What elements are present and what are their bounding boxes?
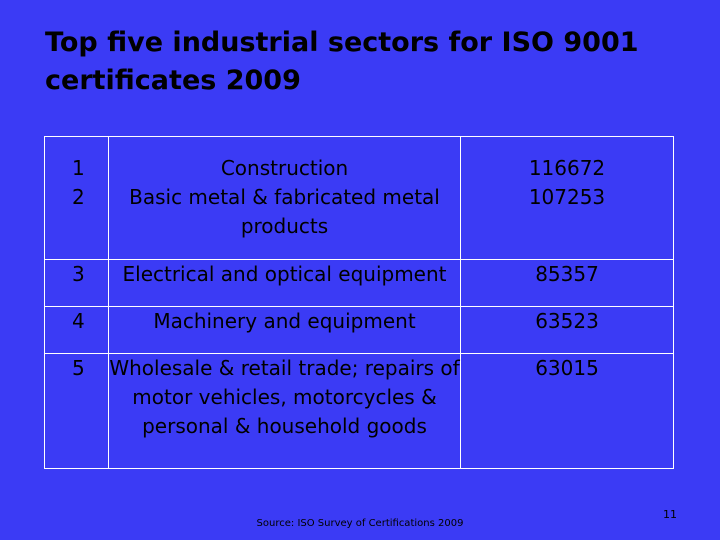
sector-cell: Construction: [108, 136, 461, 183]
table-row: 3 Electrical and optical equipment 85357: [44, 259, 674, 307]
table-row: 5 Wholesale & retail trade; repairs of m…: [44, 353, 674, 469]
sector-cell: Electrical and optical equipment: [108, 259, 461, 307]
count-cell: 63523: [460, 306, 674, 354]
rank-cell: 5: [44, 353, 109, 469]
sectors-table: 1 Construction 116672 2 Basic metal & fa…: [44, 136, 674, 469]
sector-cell: Basic metal & fabricated metal products: [108, 183, 461, 260]
count-cell: 107253: [460, 183, 674, 260]
slide-title: Top five industrial sectors for ISO 9001…: [45, 27, 639, 96]
sector-cell: Machinery and equipment: [108, 306, 461, 354]
rank-cell: 4: [44, 306, 109, 354]
page-number: 11: [663, 508, 677, 521]
count-cell: 63015: [460, 353, 674, 469]
table-row: 1 Construction 116672: [44, 136, 674, 183]
source-note: Source: ISO Survey of Certifications 200…: [256, 518, 464, 529]
rank-cell: 1: [44, 136, 109, 183]
sector-cell: Wholesale & retail trade; repairs of mot…: [108, 353, 461, 469]
rank-cell: 3: [44, 259, 109, 307]
count-cell: 116672: [460, 136, 674, 183]
count-cell: 85357: [460, 259, 674, 307]
rank-cell: 2: [44, 183, 109, 260]
table-row: 2 Basic metal & fabricated metal product…: [44, 183, 674, 260]
table-row: 4 Machinery and equipment 63523: [44, 306, 674, 354]
